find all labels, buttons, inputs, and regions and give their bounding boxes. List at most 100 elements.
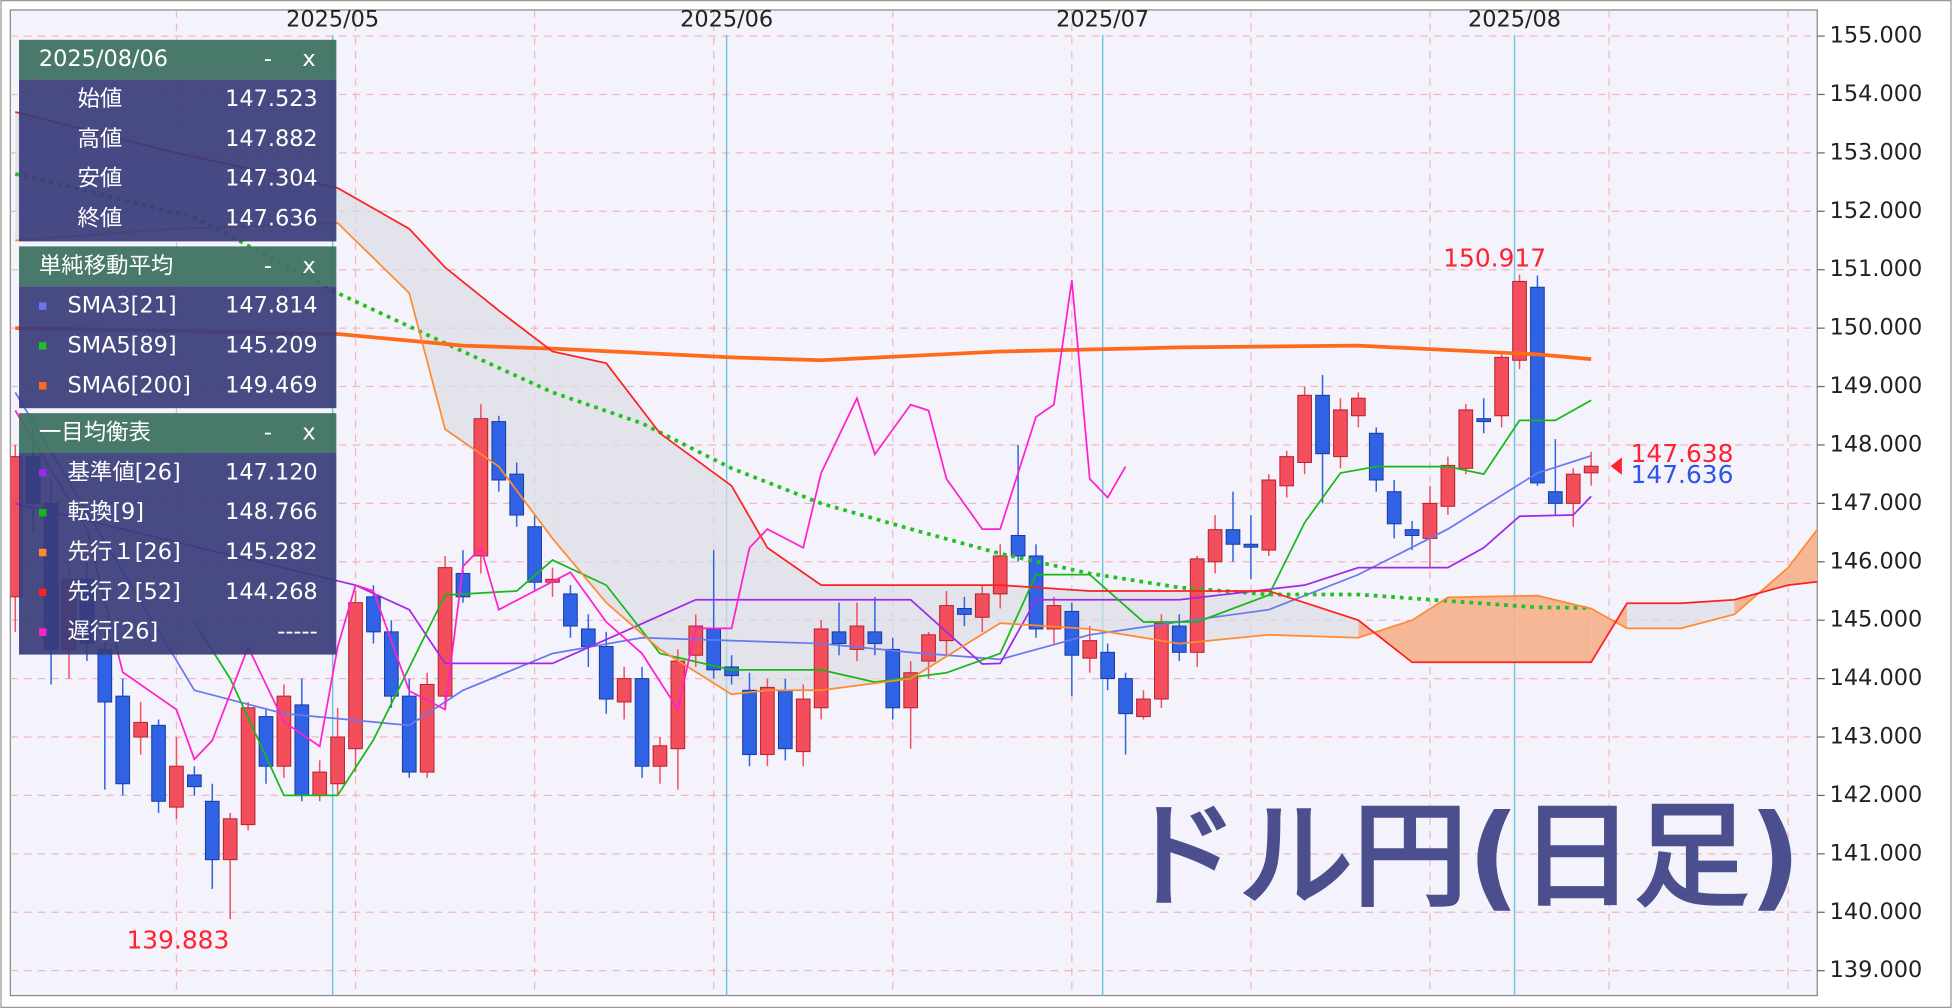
legend-swatch	[38, 548, 47, 557]
candle-body	[240, 707, 256, 826]
candle-body	[1082, 640, 1098, 659]
candle-body	[491, 421, 507, 481]
y-tick-label: 145.000	[1830, 607, 1923, 633]
panel-value: 147.814	[225, 293, 318, 319]
candle-body	[867, 631, 883, 645]
candle-body	[258, 716, 274, 767]
candle-body	[204, 800, 220, 861]
watermark: ドル円(日足)	[1124, 790, 1801, 923]
candle-body	[1279, 456, 1295, 487]
candle-body	[312, 771, 328, 796]
y-tick-label: 147.000	[1830, 490, 1923, 516]
candle-body	[348, 602, 363, 750]
indicator-line	[14, 280, 1127, 761]
legend-label: SMA3[21]	[68, 293, 177, 319]
candle-body	[509, 473, 525, 516]
candle-body	[580, 628, 596, 647]
candle-body	[1583, 465, 1599, 474]
x-tick-label: 2025/06	[680, 6, 773, 32]
legend-label: 先行２[52]	[68, 579, 181, 605]
candle-body	[1315, 394, 1330, 455]
candle-body	[294, 704, 310, 796]
cloud-segment	[1788, 529, 1818, 586]
minimize-button[interactable]: -	[264, 46, 272, 72]
y-tick-label: 150.000	[1830, 315, 1923, 341]
candle-body	[1243, 543, 1259, 548]
close-button[interactable]: x	[302, 253, 315, 279]
close-button[interactable]: x	[302, 46, 315, 72]
candle-body	[1530, 286, 1545, 484]
low-label: 139.883	[126, 925, 229, 954]
candle-body	[1386, 491, 1402, 525]
candle-body	[401, 695, 417, 773]
y-tick-label: 148.000	[1830, 431, 1923, 457]
candle-body	[1476, 418, 1492, 423]
candle-body	[992, 555, 1008, 595]
candle-body	[1010, 534, 1026, 557]
candle-body	[652, 745, 668, 767]
y-tick-label: 139.000	[1830, 957, 1923, 983]
legend-label: SMA5[89]	[68, 332, 177, 358]
minimize-button[interactable]: -	[264, 420, 272, 446]
cloud-segment	[606, 363, 660, 650]
y-tick-label: 142.000	[1830, 782, 1923, 808]
cloud-segment	[409, 228, 446, 430]
candle-body	[1404, 529, 1420, 536]
x-tick-label: 2025/07	[1056, 6, 1149, 32]
indicator-line	[193, 399, 1592, 797]
legend-label: 基準値[26]	[68, 459, 181, 485]
panel-value: -----	[277, 619, 317, 645]
y-tick-label: 151.000	[1830, 256, 1923, 282]
candle-body	[1154, 622, 1169, 700]
y-tick-label: 146.000	[1830, 548, 1923, 574]
cloud-segment	[1626, 603, 1681, 629]
candle-body	[688, 625, 704, 656]
candle-body	[706, 628, 722, 671]
candle-body	[1512, 280, 1527, 361]
close-button[interactable]: x	[302, 420, 315, 446]
candle-body	[1261, 479, 1277, 551]
panel-header	[19, 246, 337, 287]
cloud-segment	[1537, 595, 1592, 663]
candle-body	[939, 605, 954, 642]
price-pointer	[1610, 457, 1622, 475]
panel-value: 149.469	[225, 372, 318, 398]
panel-value: 147.523	[225, 86, 318, 112]
panel-label: 始値	[78, 86, 123, 112]
candle-body	[670, 660, 686, 750]
legend-label: 転換[9]	[68, 499, 145, 525]
cloud-segment	[767, 547, 822, 691]
panel-value: 147.304	[225, 166, 318, 192]
candle-body	[1136, 698, 1151, 718]
panel-body	[19, 452, 337, 655]
candle-body	[527, 526, 542, 583]
cloud-segment	[445, 267, 499, 467]
cloud-segment	[1268, 590, 1359, 638]
candle-body	[1547, 491, 1563, 504]
panel-value: 144.268	[225, 579, 318, 605]
y-tick-label: 144.000	[1830, 665, 1923, 691]
candle-body	[1225, 529, 1241, 545]
legend-swatch	[38, 508, 47, 517]
candle-body	[903, 672, 919, 709]
candle-body	[563, 593, 578, 627]
candle-body	[222, 818, 238, 861]
candle-body	[598, 645, 614, 700]
cloud-segment	[1447, 595, 1538, 663]
cloud-segment	[337, 187, 410, 294]
candle-body	[957, 608, 972, 615]
price-marker: 147.638	[1631, 439, 1734, 468]
candle-body	[1189, 558, 1205, 653]
panel-header	[19, 413, 337, 453]
y-tick-label: 140.000	[1830, 899, 1923, 925]
indicator-line	[14, 172, 1592, 610]
candle-body	[1440, 464, 1456, 507]
minimize-button[interactable]: -	[264, 253, 272, 279]
panel-value: 147.882	[225, 126, 318, 152]
indicator-line	[15, 495, 1592, 665]
candle-body	[366, 596, 381, 633]
x-tick-label: 2025/05	[286, 6, 379, 32]
panel-label: 安値	[78, 166, 123, 192]
legend-label: 遅行[26]	[68, 619, 159, 645]
legend-label: SMA6[200]	[68, 372, 191, 398]
